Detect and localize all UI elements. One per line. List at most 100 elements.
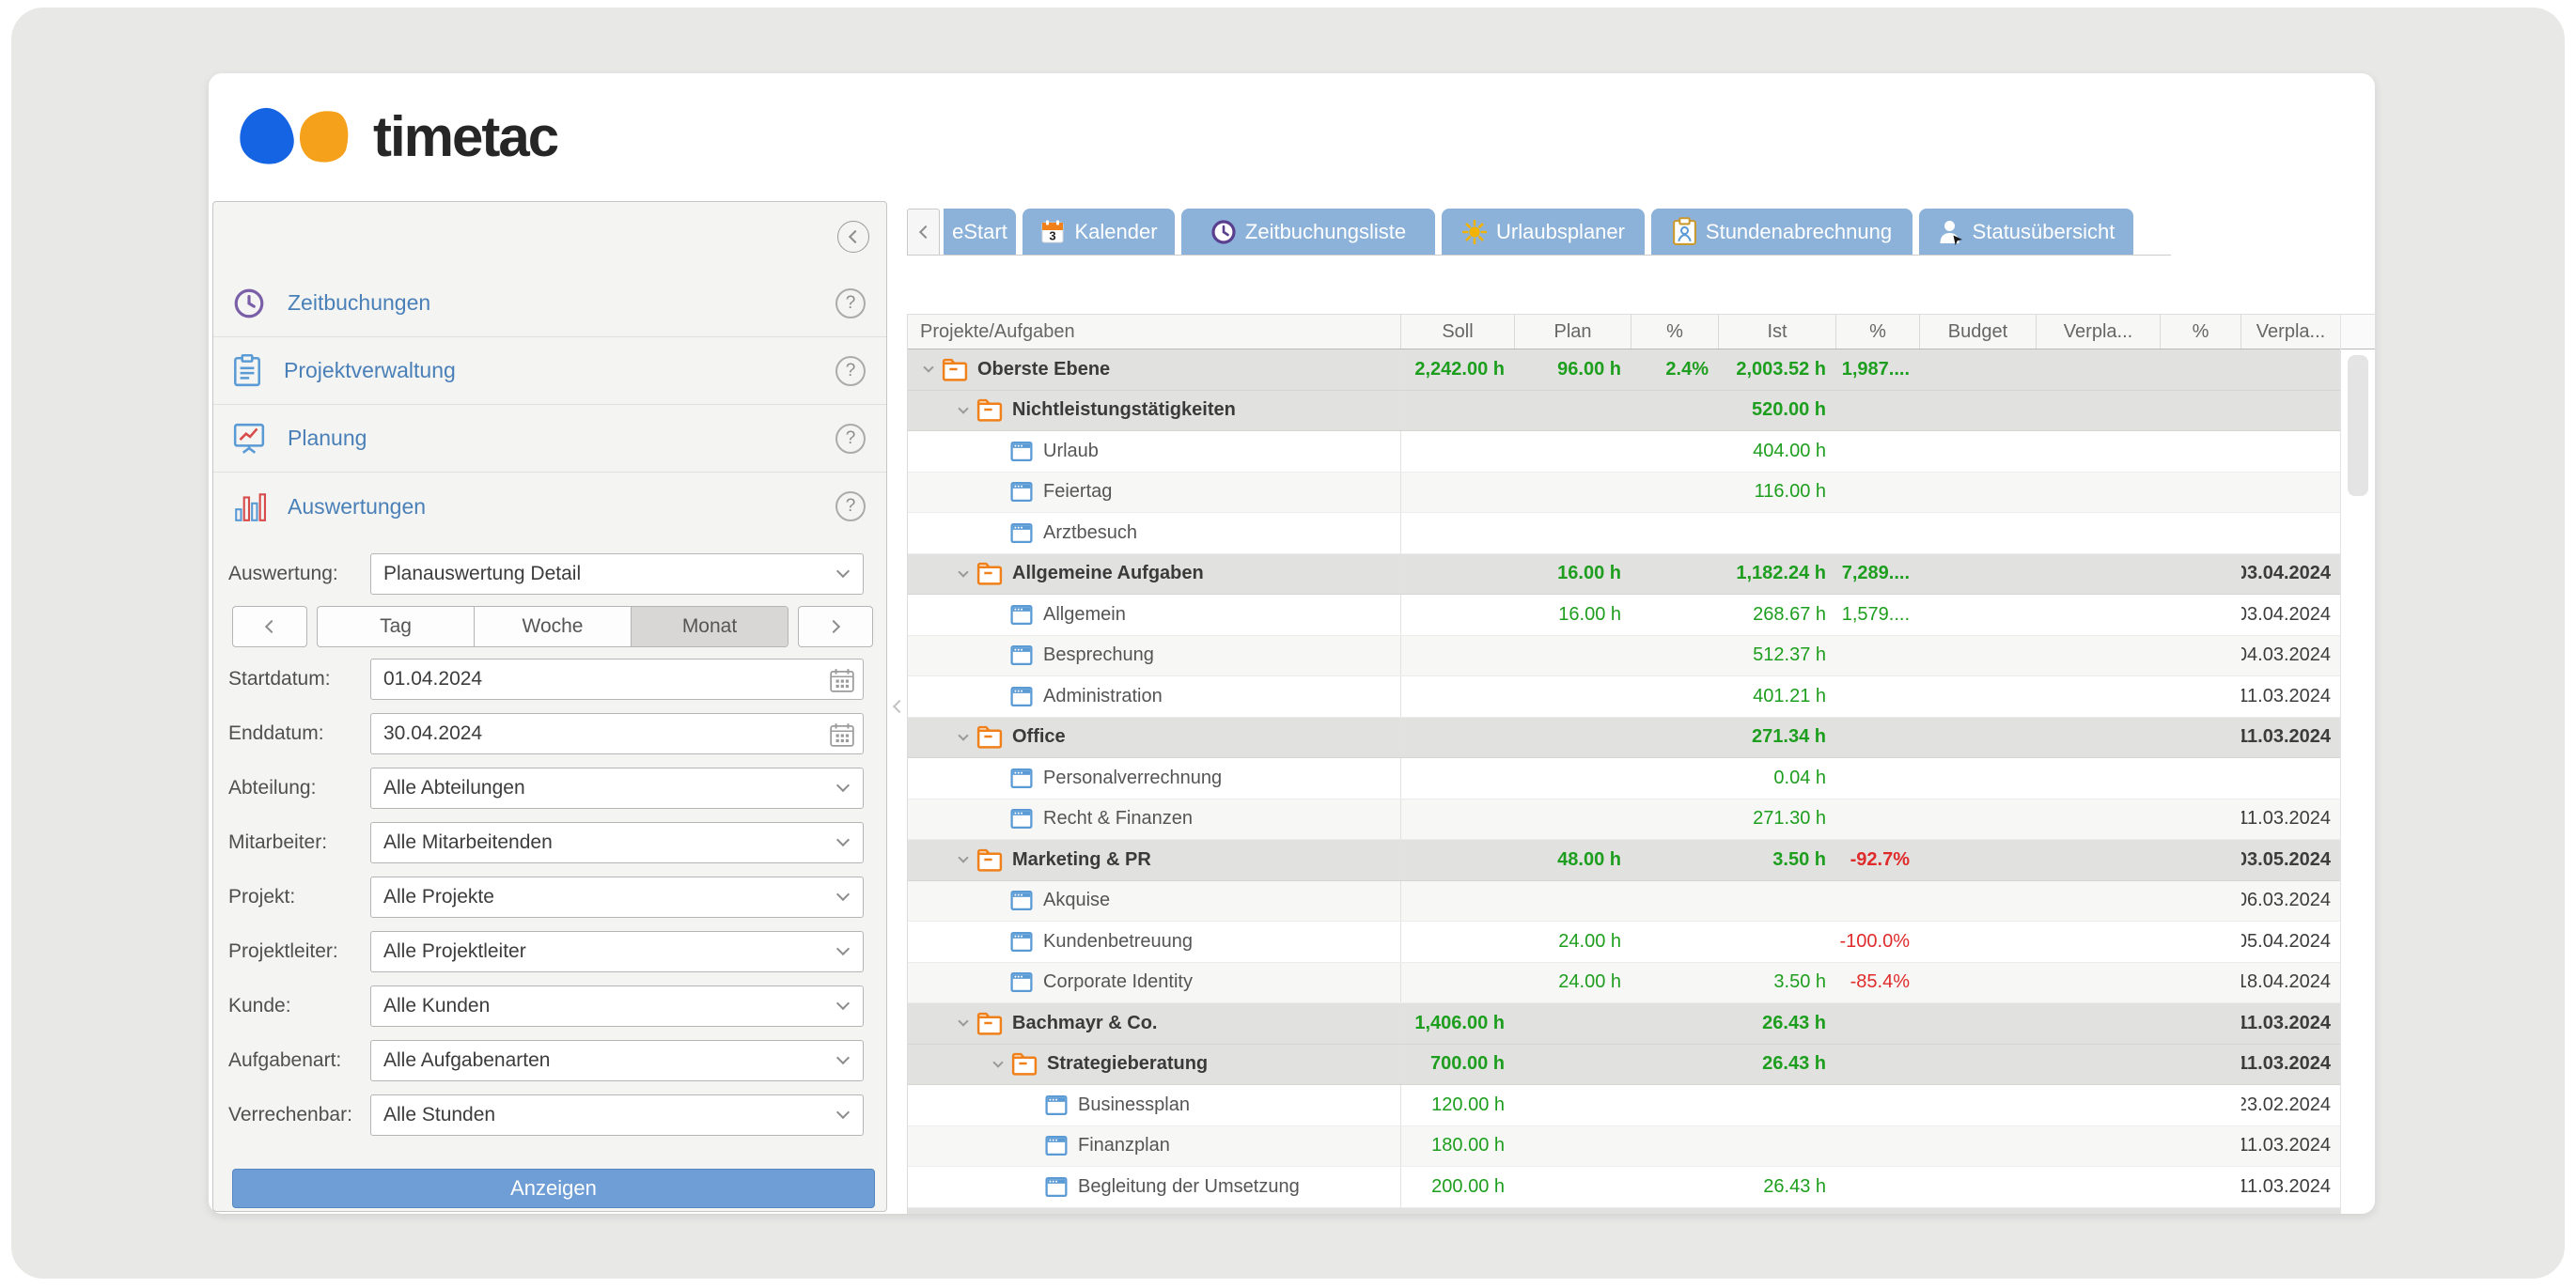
startdatum-date-input[interactable]: 01.04.2024 xyxy=(370,659,864,700)
column-header-9[interactable]: Verpla... xyxy=(2241,315,2340,349)
abteilung-select[interactable]: Alle Abteilungen xyxy=(370,768,864,809)
abteilung-value: Alle Abteilungen xyxy=(383,777,525,799)
period-segment-tag[interactable]: Tag xyxy=(380,615,412,637)
table-row[interactable]: Businessplan 120.00 h 23.02.2024 xyxy=(908,1085,2340,1126)
column-header-3[interactable]: % xyxy=(1631,315,1719,349)
column-header-7[interactable]: Verpla... xyxy=(2037,315,2161,349)
table-row[interactable]: Administration 401.21 h 11.03.2024 xyxy=(908,676,2340,718)
table-row[interactable] xyxy=(908,1207,2340,1215)
folder-icon xyxy=(975,846,1004,874)
expander-chevron-icon[interactable] xyxy=(952,566,975,578)
help-icon[interactable]: ? xyxy=(835,355,866,386)
tab-scroll-left-button[interactable] xyxy=(907,209,940,255)
table-row[interactable]: Marketing & PR 48.00 h 3.50 h -92.7% 03.05.2… xyxy=(908,840,2340,881)
verrechenbar-select[interactable]: Alle Stunden xyxy=(370,1094,864,1136)
period-prev-button[interactable] xyxy=(232,606,307,647)
tab-estart[interactable]: eStart xyxy=(944,209,1016,255)
cell-budget xyxy=(1920,881,2037,922)
kunde-select[interactable]: Alle Kunden xyxy=(370,985,864,1027)
table-row[interactable]: Besprechung 512.37 h 04.03.2024 xyxy=(908,635,2340,676)
column-header-2[interactable]: Plan xyxy=(1515,315,1631,349)
column-header-1[interactable]: Soll xyxy=(1401,315,1515,349)
expander-chevron-icon[interactable] xyxy=(952,852,975,863)
table-row[interactable]: Begleitung der Umsetzung 200.00 h 26.43 h 1… xyxy=(908,1167,2340,1208)
cell-verplant xyxy=(2037,431,2161,472)
folder-icon xyxy=(975,1010,1004,1037)
cell-plan xyxy=(1515,718,1631,758)
sidebar-collapse-button[interactable] xyxy=(837,221,869,253)
table-row[interactable]: Feiertag 116.00 h xyxy=(908,472,2340,513)
table-row[interactable]: Kundenbetreuung 24.00 h -100.0% 05.04.2024 xyxy=(908,922,2340,963)
aufgabenart-select[interactable]: Alle Aufgabenarten xyxy=(370,1040,864,1081)
column-header-8[interactable]: % xyxy=(2161,315,2241,349)
table-row[interactable]: Allgemeine Aufgaben 16.00 h 1,182.24 h 7,28… xyxy=(908,553,2340,595)
enddatum-date-input[interactable]: 30.04.2024 xyxy=(370,713,864,754)
table-row[interactable]: Arztbesuch xyxy=(908,513,2340,554)
expander-chevron-icon[interactable] xyxy=(987,1057,1009,1068)
cell-plan xyxy=(1515,1208,1631,1215)
calendar-icon[interactable] xyxy=(829,722,855,753)
column-header-6[interactable]: Budget xyxy=(1920,315,2037,349)
table-row[interactable]: Allgemein 16.00 h 268.67 h 1,579.... 03.04.2… xyxy=(908,595,2340,636)
table-row[interactable]: Finanzplan 180.00 h 11.03.2024 xyxy=(908,1125,2340,1167)
clock-icon xyxy=(232,287,266,320)
table-row[interactable]: Recht & Finanzen 271.30 h 11.03.2024 xyxy=(908,799,2340,840)
column-header-projekte[interactable]: Projekte/Aufgaben xyxy=(908,315,1401,349)
table-row[interactable]: Personalverrechnung 0.04 h xyxy=(908,758,2340,799)
cell-ist: 2,003.52 h xyxy=(1736,358,1826,380)
cell-pct_plan xyxy=(1631,1126,1719,1167)
cell-verplant xyxy=(2037,799,2161,840)
table-row[interactable]: Office 271.34 h 11.03.2024 xyxy=(908,717,2340,758)
sidebar-item-auswertungen[interactable]: Auswertungen? xyxy=(213,473,886,540)
help-icon[interactable]: ? xyxy=(835,491,866,521)
period-segment-monat[interactable]: Monat xyxy=(631,607,788,646)
expander-chevron-icon[interactable] xyxy=(952,730,975,741)
period-segment-woche[interactable]: Woche xyxy=(474,607,631,646)
tree-cell: Bachmayr & Co. xyxy=(908,1003,1401,1044)
expander-chevron-icon[interactable] xyxy=(952,403,975,414)
row-label: Nichtleistungstätigkeiten xyxy=(1012,399,1236,421)
tree-cell: Arztbesuch xyxy=(908,513,1401,553)
mitarbeiter-select[interactable]: Alle Mitarbeitenden xyxy=(370,822,864,863)
cell-pct_verplant xyxy=(2161,554,2241,595)
expander-chevron-icon[interactable] xyxy=(917,362,940,373)
table-row[interactable]: Oberste Ebene 2,242.00 h 96.00 h 2.4% 2,003.… xyxy=(908,349,2340,391)
scrollbar-thumb[interactable] xyxy=(2348,355,2368,496)
help-icon[interactable]: ? xyxy=(835,423,866,454)
cell-verplant_bis: 11.03.2024 xyxy=(2241,1053,2331,1075)
table-scrollbar[interactable] xyxy=(2340,314,2375,1214)
calendar-icon[interactable] xyxy=(829,667,855,699)
cell-plan xyxy=(1515,799,1631,840)
tab-label: Zeitbuchungsliste xyxy=(1244,219,1407,243)
column-header-4[interactable]: Ist xyxy=(1719,315,1836,349)
tree-cell xyxy=(908,1207,1401,1214)
sidebar-item-projektverwaltung[interactable]: Projektverwaltung? xyxy=(213,337,886,405)
table-row[interactable]: Strategieberatung 700.00 h 26.43 h 11.03.20… xyxy=(908,1044,2340,1085)
tab-kalender[interactable]: 3 Kalender xyxy=(1023,209,1175,255)
table-row[interactable]: Akquise 06.03.2024 xyxy=(908,880,2340,922)
help-icon[interactable]: ? xyxy=(835,287,866,318)
projektleiter-select[interactable]: Alle Projektleiter xyxy=(370,931,864,972)
auswertung-select[interactable]: Planauswertung Detail xyxy=(370,553,864,595)
period-next-button[interactable] xyxy=(798,606,873,647)
tab-urlaubsplaner[interactable]: Urlaubsplaner xyxy=(1442,209,1645,255)
cell-pct_verplant xyxy=(2161,922,2241,962)
cell-pct_ist xyxy=(1836,636,1920,676)
projekt-select[interactable]: Alle Projekte xyxy=(370,877,864,918)
cell-verplant xyxy=(2037,513,2161,553)
cell-soll xyxy=(1401,431,1515,472)
column-header-5[interactable]: % xyxy=(1836,315,1920,349)
tab-stundenabrechnung[interactable]: Stundenabrechnung xyxy=(1651,209,1912,255)
expander-chevron-icon[interactable] xyxy=(952,1016,975,1027)
panel-splitter[interactable] xyxy=(888,201,906,1212)
table-row[interactable]: Bachmayr & Co. 1,406.00 h 26.43 h 11.03.202… xyxy=(908,1003,2340,1045)
tab-zeitbuchungsliste[interactable]: Zeitbuchungsliste xyxy=(1181,209,1435,255)
table-row[interactable]: Corporate Identity 24.00 h 3.50 h -85.4% 18.… xyxy=(908,962,2340,1003)
sidebar-item-planung[interactable]: Planung? xyxy=(213,405,886,473)
sidebar-item-zeitbuchungen[interactable]: Zeitbuchungen? xyxy=(213,270,886,337)
table-row[interactable]: Urlaub 404.00 h xyxy=(908,431,2340,473)
table-row[interactable]: Nichtleistungstätigkeiten 520.00 h xyxy=(908,390,2340,431)
logo-orange-blob-icon xyxy=(293,104,355,168)
tab-statusuebersicht[interactable]: Statusübersicht xyxy=(1919,209,2133,255)
anzeigen-button[interactable]: Anzeigen xyxy=(232,1169,875,1208)
